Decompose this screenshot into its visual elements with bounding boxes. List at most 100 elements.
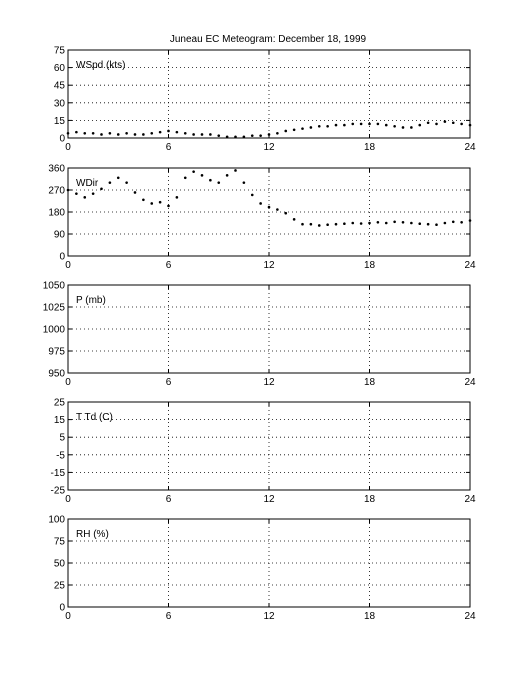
pres-ytick-label: 1050	[43, 281, 66, 292]
wdir-data-point	[443, 221, 447, 225]
wdir-panel-label: WDir	[76, 178, 99, 189]
rh-xtick-label: 12	[263, 611, 275, 622]
wdir-data-point	[301, 222, 304, 226]
pres-xtick-label: 0	[65, 377, 71, 388]
wdir-data-point	[351, 221, 355, 225]
wspd-data-point	[359, 122, 363, 126]
pres-xtick-label: 6	[166, 377, 172, 388]
wspd-panel: 0 6 12 18 24 0 15 30 45 60 75 WSpd (kts)	[54, 46, 476, 154]
wspd-data-point	[91, 132, 95, 135]
wspd-data-point	[393, 124, 396, 128]
wdir-data-point	[116, 176, 120, 180]
wdir-data-point	[334, 222, 338, 226]
wdir-data-point	[418, 222, 422, 226]
wdir-ytick-label: 270	[48, 186, 65, 197]
wdir-data-point	[234, 169, 237, 172]
wspd-data-point	[83, 132, 87, 135]
wspd-data-point	[468, 123, 472, 127]
pres-ytick-label: 950	[48, 369, 65, 380]
temp-xtick-label: 18	[364, 494, 376, 505]
wspd-ytick-label: 30	[54, 98, 66, 109]
wdir-xtick-label: 24	[464, 260, 476, 271]
wspd-panel-label: WSpd (kts)	[76, 60, 125, 71]
wdir-xtick-label: 0	[65, 260, 71, 271]
wspd-data-point	[292, 128, 296, 132]
wdir-data-point	[359, 222, 363, 225]
rh-panel-label: RH (%)	[76, 529, 109, 540]
wspd-data-point	[133, 133, 137, 136]
temp-xtick-label: 12	[263, 494, 275, 505]
wspd-data-point	[225, 135, 229, 139]
wdir-data-point	[384, 221, 388, 225]
wspd-xtick-label: 0	[65, 142, 71, 153]
wspd-data-point	[435, 122, 438, 126]
wdir-panel: 0 6 12 18 24 0 90 180 270 360 WDir	[48, 164, 476, 272]
pres-ytick-label: 1025	[43, 303, 66, 314]
wspd-data-point	[116, 133, 120, 136]
rh-xtick-label: 24	[464, 611, 476, 622]
pres-panel: 0 6 12 18 24 950 975 1000 1025 1050 P (mb)	[43, 281, 476, 389]
wspd-data-point	[426, 121, 430, 125]
wdir-data-point	[343, 222, 346, 226]
rh-xtick-label: 6	[166, 611, 172, 622]
rh-ytick-label: 100	[48, 515, 65, 526]
wdir-data-point	[133, 191, 137, 194]
wspd-data-point	[158, 130, 162, 134]
wspd-data-point	[343, 123, 346, 127]
temp-xtick-label: 0	[65, 494, 71, 505]
wdir-data-point	[468, 219, 472, 222]
wdir-data-point	[142, 198, 145, 202]
wspd-ytick-label: 75	[54, 46, 66, 57]
wspd-data-point	[142, 133, 145, 136]
wdir-xtick-label: 6	[166, 260, 172, 271]
wdir-data-point	[150, 202, 154, 205]
wspd-data-point	[125, 132, 128, 135]
wspd-data-point	[150, 132, 154, 135]
wdir-data-point	[108, 181, 112, 184]
rh-ytick-label: 75	[54, 537, 66, 548]
wspd-data-point	[301, 127, 304, 130]
temp-ytick-label: -15	[51, 468, 66, 479]
wspd-data-point	[418, 123, 422, 127]
wspd-data-point	[66, 132, 70, 135]
wdir-data-point	[259, 202, 262, 205]
wdir-data-point	[83, 196, 87, 199]
pres-xtick-label: 12	[263, 377, 275, 388]
wspd-data-point	[267, 133, 271, 136]
wdir-data-point	[435, 223, 438, 227]
wdir-data-point	[91, 192, 95, 195]
wspd-data-point	[108, 132, 112, 135]
wspd-data-point	[250, 134, 254, 137]
wspd-data-point	[276, 132, 279, 135]
wdir-data-point	[309, 222, 313, 226]
wspd-data-point	[234, 135, 237, 139]
rh-xtick-label: 18	[364, 611, 376, 622]
wspd-xtick-label: 12	[263, 142, 275, 153]
wdir-data-point	[217, 181, 221, 184]
wspd-data-point	[75, 130, 78, 134]
wdir-ytick-label: 90	[54, 230, 66, 241]
wdir-data-point	[393, 220, 396, 224]
wdir-data-point	[100, 187, 103, 191]
wspd-ytick-label: 15	[54, 116, 66, 127]
wspd-data-point	[443, 120, 447, 123]
wdir-data-point	[426, 222, 430, 226]
wdir-data-point	[175, 196, 179, 199]
wdir-data-point	[225, 174, 229, 177]
wspd-data-point	[334, 123, 338, 127]
wspd-data-point	[192, 133, 195, 136]
pres-ytick-label: 1000	[43, 325, 66, 336]
pres-ytick-label: 975	[48, 347, 65, 358]
figure-title: Juneau EC Meteogram: December 18, 1999	[170, 34, 367, 45]
wdir-ytick-label: 180	[48, 208, 65, 219]
wspd-data-point	[309, 126, 313, 129]
temp-panel: 0 6 12 18 24 -25 -15 -5 5 15 25 T Td (C)	[51, 398, 476, 506]
wspd-data-point	[376, 122, 380, 126]
wdir-data-point	[326, 223, 329, 227]
wspd-data-point	[175, 130, 179, 134]
wdir-ytick-label: 360	[48, 164, 65, 175]
wspd-ytick-label: 0	[59, 134, 65, 145]
temp-xtick-label: 6	[166, 494, 172, 505]
wspd-data-point	[460, 122, 463, 126]
